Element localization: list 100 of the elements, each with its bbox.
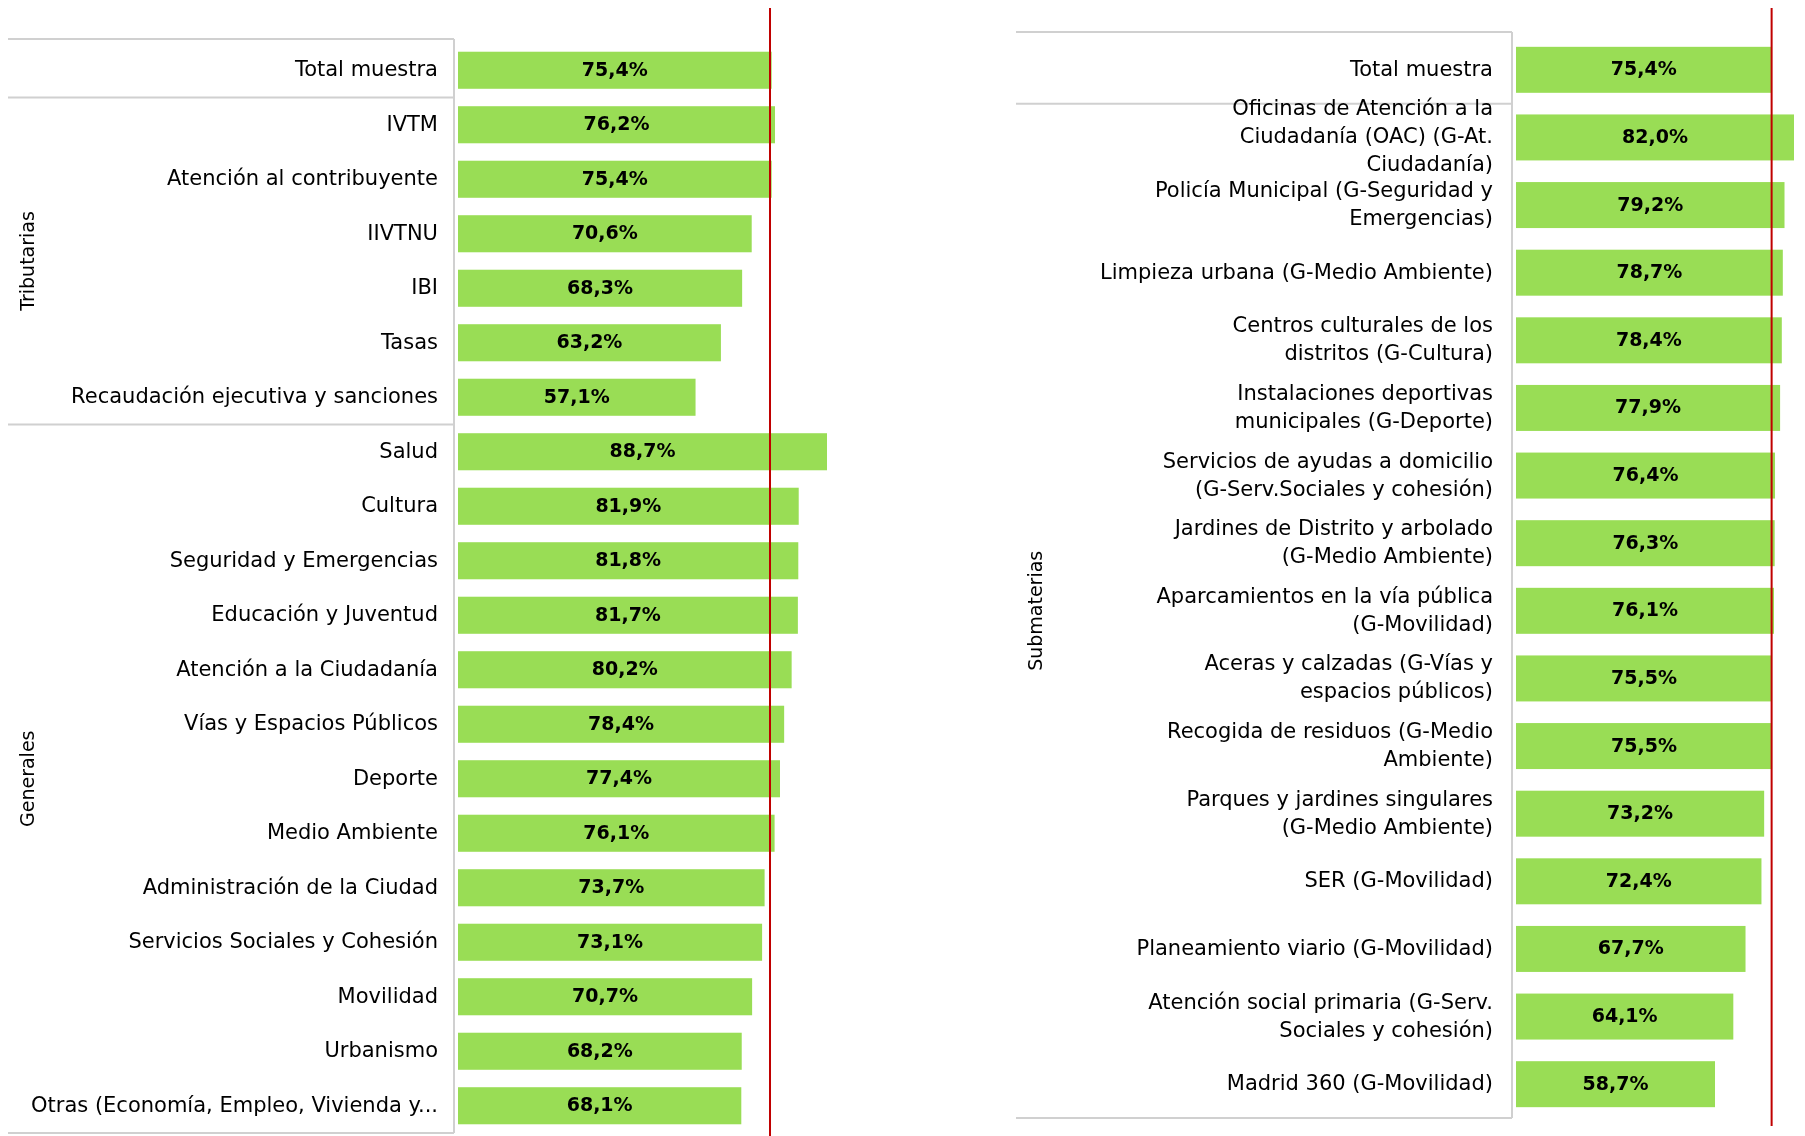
data-label: 68,2% — [566, 1038, 633, 1061]
y-tick-label: Servicios de ayudas a domicilio (G-Serv.Sociales y cohesión) — [1162, 448, 1493, 501]
bar — [458, 51, 772, 89]
data-label: 75,5% — [1611, 665, 1677, 688]
y-tick-label: Otras (Economía, Empleo, Vivienda y... — [31, 1092, 438, 1117]
y-tick-label: Instalaciones deportivas municipales (G-Deporte) — [1234, 380, 1493, 433]
bar — [1516, 46, 1772, 93]
y-tick-label: Medio Ambiente — [266, 820, 438, 845]
y-tick-label: Jardines de Distrito y arbolado (G-Medio Ambiente) — [1172, 516, 1493, 569]
bar — [1516, 723, 1772, 770]
data-label: 81,7% — [594, 602, 661, 625]
y-tick-label: Servicios Sociales y Cohesión — [128, 929, 438, 954]
bar — [1516, 520, 1775, 567]
text: Submaterias — [1023, 550, 1046, 671]
y-tick-label: IVTM — [386, 111, 438, 136]
bar — [458, 869, 765, 907]
y-tick-label: Salud — [379, 438, 438, 463]
bar — [458, 324, 721, 362]
bar — [1516, 249, 1783, 296]
y-tick-label: Parques y jardines singulares (G-Medio Ambiente) — [1186, 786, 1493, 839]
y-tick-label: Total muestra — [293, 57, 438, 82]
data-label: 58,7% — [1582, 1071, 1649, 1094]
data-label: 76,1% — [1612, 598, 1678, 621]
data-label: 63,2% — [556, 330, 623, 353]
data-label: 77,9% — [1615, 395, 1682, 418]
y-tick-label: Deporte — [352, 765, 438, 790]
data-label: 78,4% — [588, 711, 655, 734]
y-tick-label: IIVTNU — [367, 220, 438, 245]
y-tick-label: Educación y Juventud — [211, 602, 438, 627]
y-tick-label: Atención social primaria (G-Serv. Sociales y cohesión) — [1148, 989, 1493, 1042]
data-label: 73,7% — [578, 875, 645, 898]
bar — [1516, 317, 1782, 364]
data-label: 70,7% — [572, 984, 639, 1007]
bar — [458, 378, 696, 416]
y-tick-label: Cultura — [361, 493, 438, 518]
y-tick-label: Policía Municipal (G-Seguridad y Emergencias) — [1154, 178, 1493, 231]
data-label: 76,1% — [583, 820, 650, 843]
bar — [1516, 790, 1765, 837]
data-label: 82,0% — [1622, 124, 1688, 147]
data-label: 75,5% — [1611, 733, 1677, 756]
bar — [1516, 1061, 1716, 1108]
bar — [458, 433, 827, 471]
bar — [1516, 655, 1772, 702]
y-tick-label: Oficinas de Atención a la Ciudadanía (OAC) (G-At. Ciudadanía) — [1232, 96, 1493, 177]
data-label: 75,4% — [581, 57, 648, 80]
y-tick-label: Limpieza urbana (G-Medio Ambiente) — [1100, 259, 1493, 284]
data-label: 81,8% — [595, 548, 662, 571]
y-tick-label: SER (G-Movilidad) — [1304, 868, 1493, 893]
data-label: 76,2% — [583, 112, 650, 135]
data-label: 81,9% — [595, 493, 662, 516]
bar — [458, 106, 775, 144]
data-label: 75,4% — [1610, 57, 1677, 80]
y-tick-label: IBI — [411, 275, 438, 300]
y-tick-label: Centros culturales de los distritos (G-Cultura) — [1232, 313, 1493, 366]
bar — [458, 705, 785, 743]
text: Generales — [15, 730, 38, 827]
y-tick-label: Seguridad y Emergencias — [169, 547, 438, 572]
bar — [458, 651, 792, 689]
y-tick-label: Tasas — [380, 329, 438, 354]
bar — [1516, 182, 1785, 229]
y-tick-label: Recaudación ejecutiva y sanciones — [71, 384, 438, 409]
bar — [458, 487, 799, 525]
y-tick-label: Atención a la Ciudadanía — [176, 656, 438, 681]
y-tick-label: Movilidad — [337, 983, 438, 1008]
data-label: 57,1% — [543, 384, 610, 407]
data-label: 73,2% — [1607, 801, 1674, 824]
data-label: 68,1% — [566, 1093, 633, 1116]
data-label: 68,3% — [567, 275, 634, 298]
text: Tributarias — [15, 211, 38, 312]
bar — [458, 1087, 742, 1125]
bar — [1516, 384, 1781, 431]
y-tick-label: Atención al contribuyente — [167, 166, 438, 191]
data-label: 78,7% — [1616, 260, 1683, 283]
data-label: 80,2% — [591, 657, 658, 680]
bar — [458, 542, 799, 580]
y-tick-label: Aceras y calzadas (G-Vías y espacios públicos) — [1204, 651, 1493, 704]
data-label: 64,1% — [1591, 1004, 1658, 1027]
data-label: 73,1% — [577, 929, 644, 952]
bar — [458, 160, 772, 198]
bar — [458, 215, 752, 253]
y-tick-label: Aparcamientos en la vía pública (G-Movilidad) — [1156, 583, 1493, 636]
data-label: 67,7% — [1597, 936, 1664, 959]
y-tick-label: Madrid 360 (G-Movilidad) — [1226, 1071, 1493, 1096]
y-tick-label: Planeamiento viario (G-Movilidad) — [1136, 935, 1493, 960]
bar — [458, 814, 775, 852]
y-tick-label: Vías y Espacios Públicos — [184, 711, 438, 736]
bar — [458, 923, 763, 961]
data-label: 78,4% — [1615, 327, 1682, 350]
y-tick-label: Total muestra — [1348, 56, 1493, 81]
bar — [1516, 858, 1762, 905]
bar — [458, 978, 753, 1016]
bar — [1516, 452, 1776, 499]
bar — [458, 269, 743, 307]
bar — [1516, 925, 1746, 972]
y-tick-label: Urbanismo — [324, 1038, 438, 1063]
data-label: 79,2% — [1617, 192, 1684, 215]
data-label: 72,4% — [1605, 868, 1672, 891]
data-label: 76,4% — [1612, 463, 1679, 486]
data-label: 77,4% — [586, 766, 652, 789]
bar — [1516, 587, 1774, 634]
